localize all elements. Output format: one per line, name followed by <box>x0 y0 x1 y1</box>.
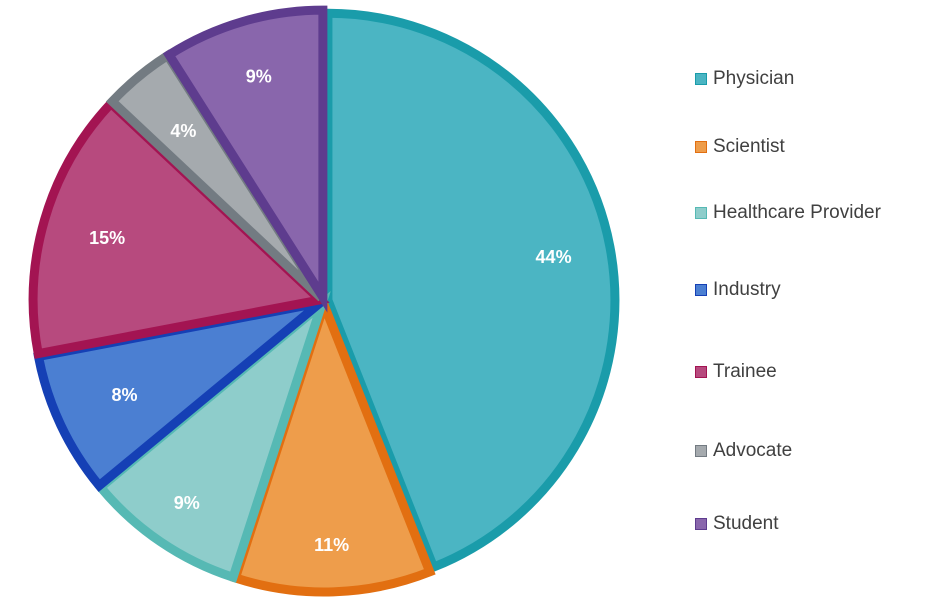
legend-item-physician: Physician <box>695 66 794 92</box>
pie-slice-scientist <box>229 291 436 597</box>
pie-slice-trainee <box>28 97 330 359</box>
slice-value-label-physician: 44% <box>536 247 572 267</box>
pie-slice-industry <box>33 298 324 492</box>
slice-value-label-student: 9% <box>246 67 272 87</box>
legend-label-scientist: Scientist <box>713 136 785 157</box>
legend-swatch-trainee <box>695 366 707 378</box>
legend: Physician Scientist Healthcare Provider … <box>695 60 925 550</box>
legend-swatch-scientist <box>695 141 707 153</box>
legend-swatch-advocate <box>695 445 707 457</box>
legend-label-student: Student <box>713 513 779 534</box>
legend-swatch-student <box>695 518 707 530</box>
legend-item-healthcare-provider: Healthcare Provider <box>695 200 881 226</box>
legend-swatch-physician <box>695 73 707 85</box>
legend-label-trainee: Trainee <box>713 361 777 382</box>
pie-value-labels: 44% 11% 9% 8% 15% 4% 9% <box>89 67 571 556</box>
slice-value-label-healthcare-provider: 9% <box>174 493 200 513</box>
slice-value-label-trainee: 15% <box>89 228 125 248</box>
pie-slice-student <box>162 5 328 313</box>
slice-value-label-advocate: 4% <box>170 121 196 141</box>
legend-item-scientist: Scientist <box>695 134 785 160</box>
legend-item-student: Student <box>695 511 779 537</box>
slice-value-label-scientist: 11% <box>314 535 349 555</box>
pie-slices <box>28 5 620 597</box>
legend-label-physician: Physician <box>713 68 795 89</box>
legend-item-trainee: Trainee <box>695 359 777 385</box>
slice-value-label-industry: 8% <box>111 385 137 405</box>
legend-item-industry: Industry <box>695 277 781 303</box>
legend-label-healthcare-provider: Healthcare Provider <box>713 202 881 223</box>
pie-slice-physician <box>323 8 620 573</box>
legend-label-advocate: Advocate <box>713 440 793 461</box>
legend-item-advocate: Advocate <box>695 438 792 464</box>
legend-swatch-healthcare-provider <box>695 207 707 219</box>
pie-slice-healthcare-provider <box>94 290 331 583</box>
legend-label-industry: Industry <box>713 279 781 300</box>
legend-swatch-industry <box>695 284 707 296</box>
